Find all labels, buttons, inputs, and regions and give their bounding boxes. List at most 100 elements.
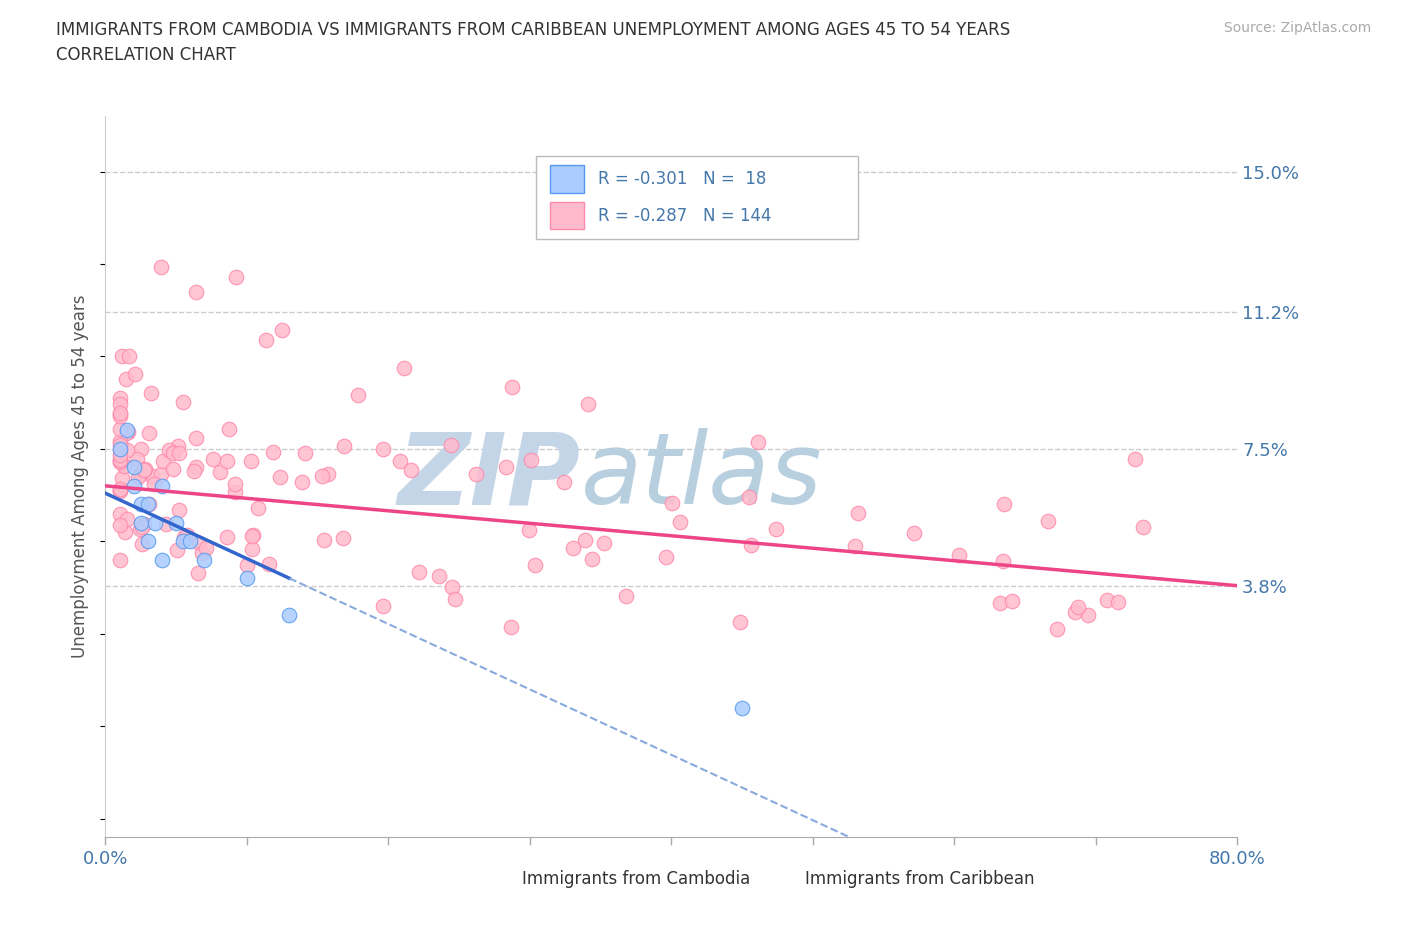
Point [131, 537, 153, 551]
Point [225, 269, 247, 284]
Point [523, 557, 546, 572]
Point [1123, 452, 1146, 467]
Text: R = -0.301   N =  18: R = -0.301 N = 18 [598, 170, 766, 188]
Point [184, 431, 207, 445]
Point [318, 467, 340, 482]
Point [236, 558, 259, 573]
Point [465, 467, 488, 482]
Point [562, 540, 585, 555]
Point [108, 434, 131, 449]
Point [333, 438, 356, 453]
Text: Immigrants from Caribbean: Immigrants from Caribbean [804, 870, 1035, 888]
Point [114, 426, 136, 441]
Text: R = -0.287   N = 144: R = -0.287 N = 144 [598, 206, 772, 225]
Point [747, 434, 769, 449]
Point [134, 463, 156, 478]
Point [194, 540, 217, 555]
Point [257, 557, 280, 572]
Point [167, 438, 190, 453]
Point [988, 596, 1011, 611]
Point [152, 454, 174, 469]
Point [138, 497, 160, 512]
Point [112, 458, 135, 473]
Point [1077, 607, 1099, 622]
Point [520, 452, 543, 467]
Point [242, 527, 264, 542]
Point [291, 475, 314, 490]
Point [553, 475, 575, 490]
Point [115, 512, 138, 526]
Point [501, 379, 523, 394]
Point [114, 371, 136, 386]
Point [208, 465, 231, 480]
Point [765, 522, 787, 537]
Point [191, 546, 214, 561]
Point [108, 455, 131, 470]
Point [738, 489, 761, 504]
Point [373, 442, 395, 457]
Point [202, 452, 225, 467]
Bar [491, 865, 515, 889]
Point [1001, 594, 1024, 609]
Point [149, 259, 172, 274]
Point [441, 579, 464, 594]
Point [139, 386, 162, 401]
Point [108, 421, 131, 436]
Point [187, 565, 209, 580]
Point [347, 387, 370, 402]
Point [134, 461, 156, 476]
Point [262, 445, 284, 459]
Point [118, 348, 141, 363]
Point [846, 506, 869, 521]
Point [661, 496, 683, 511]
Point [108, 437, 131, 452]
Point [278, 608, 301, 623]
Point [117, 443, 139, 458]
Point [312, 533, 335, 548]
Y-axis label: Unemployment Among Ages 45 to 54 years: Unemployment Among Ages 45 to 54 years [72, 295, 90, 658]
Point [593, 536, 616, 551]
Point [136, 534, 159, 549]
Bar [550, 202, 585, 230]
Text: Source: ZipAtlas.com: Source: ZipAtlas.com [1223, 21, 1371, 35]
Point [294, 445, 316, 460]
Point [129, 515, 152, 530]
Point [1038, 513, 1060, 528]
Point [1064, 604, 1087, 619]
Point [731, 700, 754, 715]
Point [122, 478, 145, 493]
Point [440, 437, 463, 452]
Point [115, 423, 138, 438]
Point [371, 598, 394, 613]
Point [172, 394, 194, 409]
Point [167, 446, 190, 461]
Point [108, 447, 131, 462]
Point [108, 518, 131, 533]
Point [136, 497, 159, 512]
Point [108, 483, 131, 498]
Point [108, 481, 131, 496]
Point [388, 453, 411, 468]
Point [108, 507, 131, 522]
Bar [773, 865, 799, 889]
Point [173, 529, 195, 544]
Point [172, 534, 194, 549]
Point [427, 569, 450, 584]
Point [176, 527, 198, 542]
Point [131, 520, 153, 535]
Point [111, 471, 134, 485]
Point [254, 332, 277, 347]
Point [576, 396, 599, 411]
Point [240, 453, 263, 468]
Point [183, 463, 205, 478]
Point [240, 541, 263, 556]
Point [993, 496, 1015, 511]
Point [240, 529, 263, 544]
Point [188, 536, 211, 551]
Point [157, 443, 180, 458]
Point [311, 469, 333, 484]
Point [150, 478, 173, 493]
Point [408, 565, 430, 580]
Point [399, 462, 422, 477]
Point [1107, 594, 1129, 609]
